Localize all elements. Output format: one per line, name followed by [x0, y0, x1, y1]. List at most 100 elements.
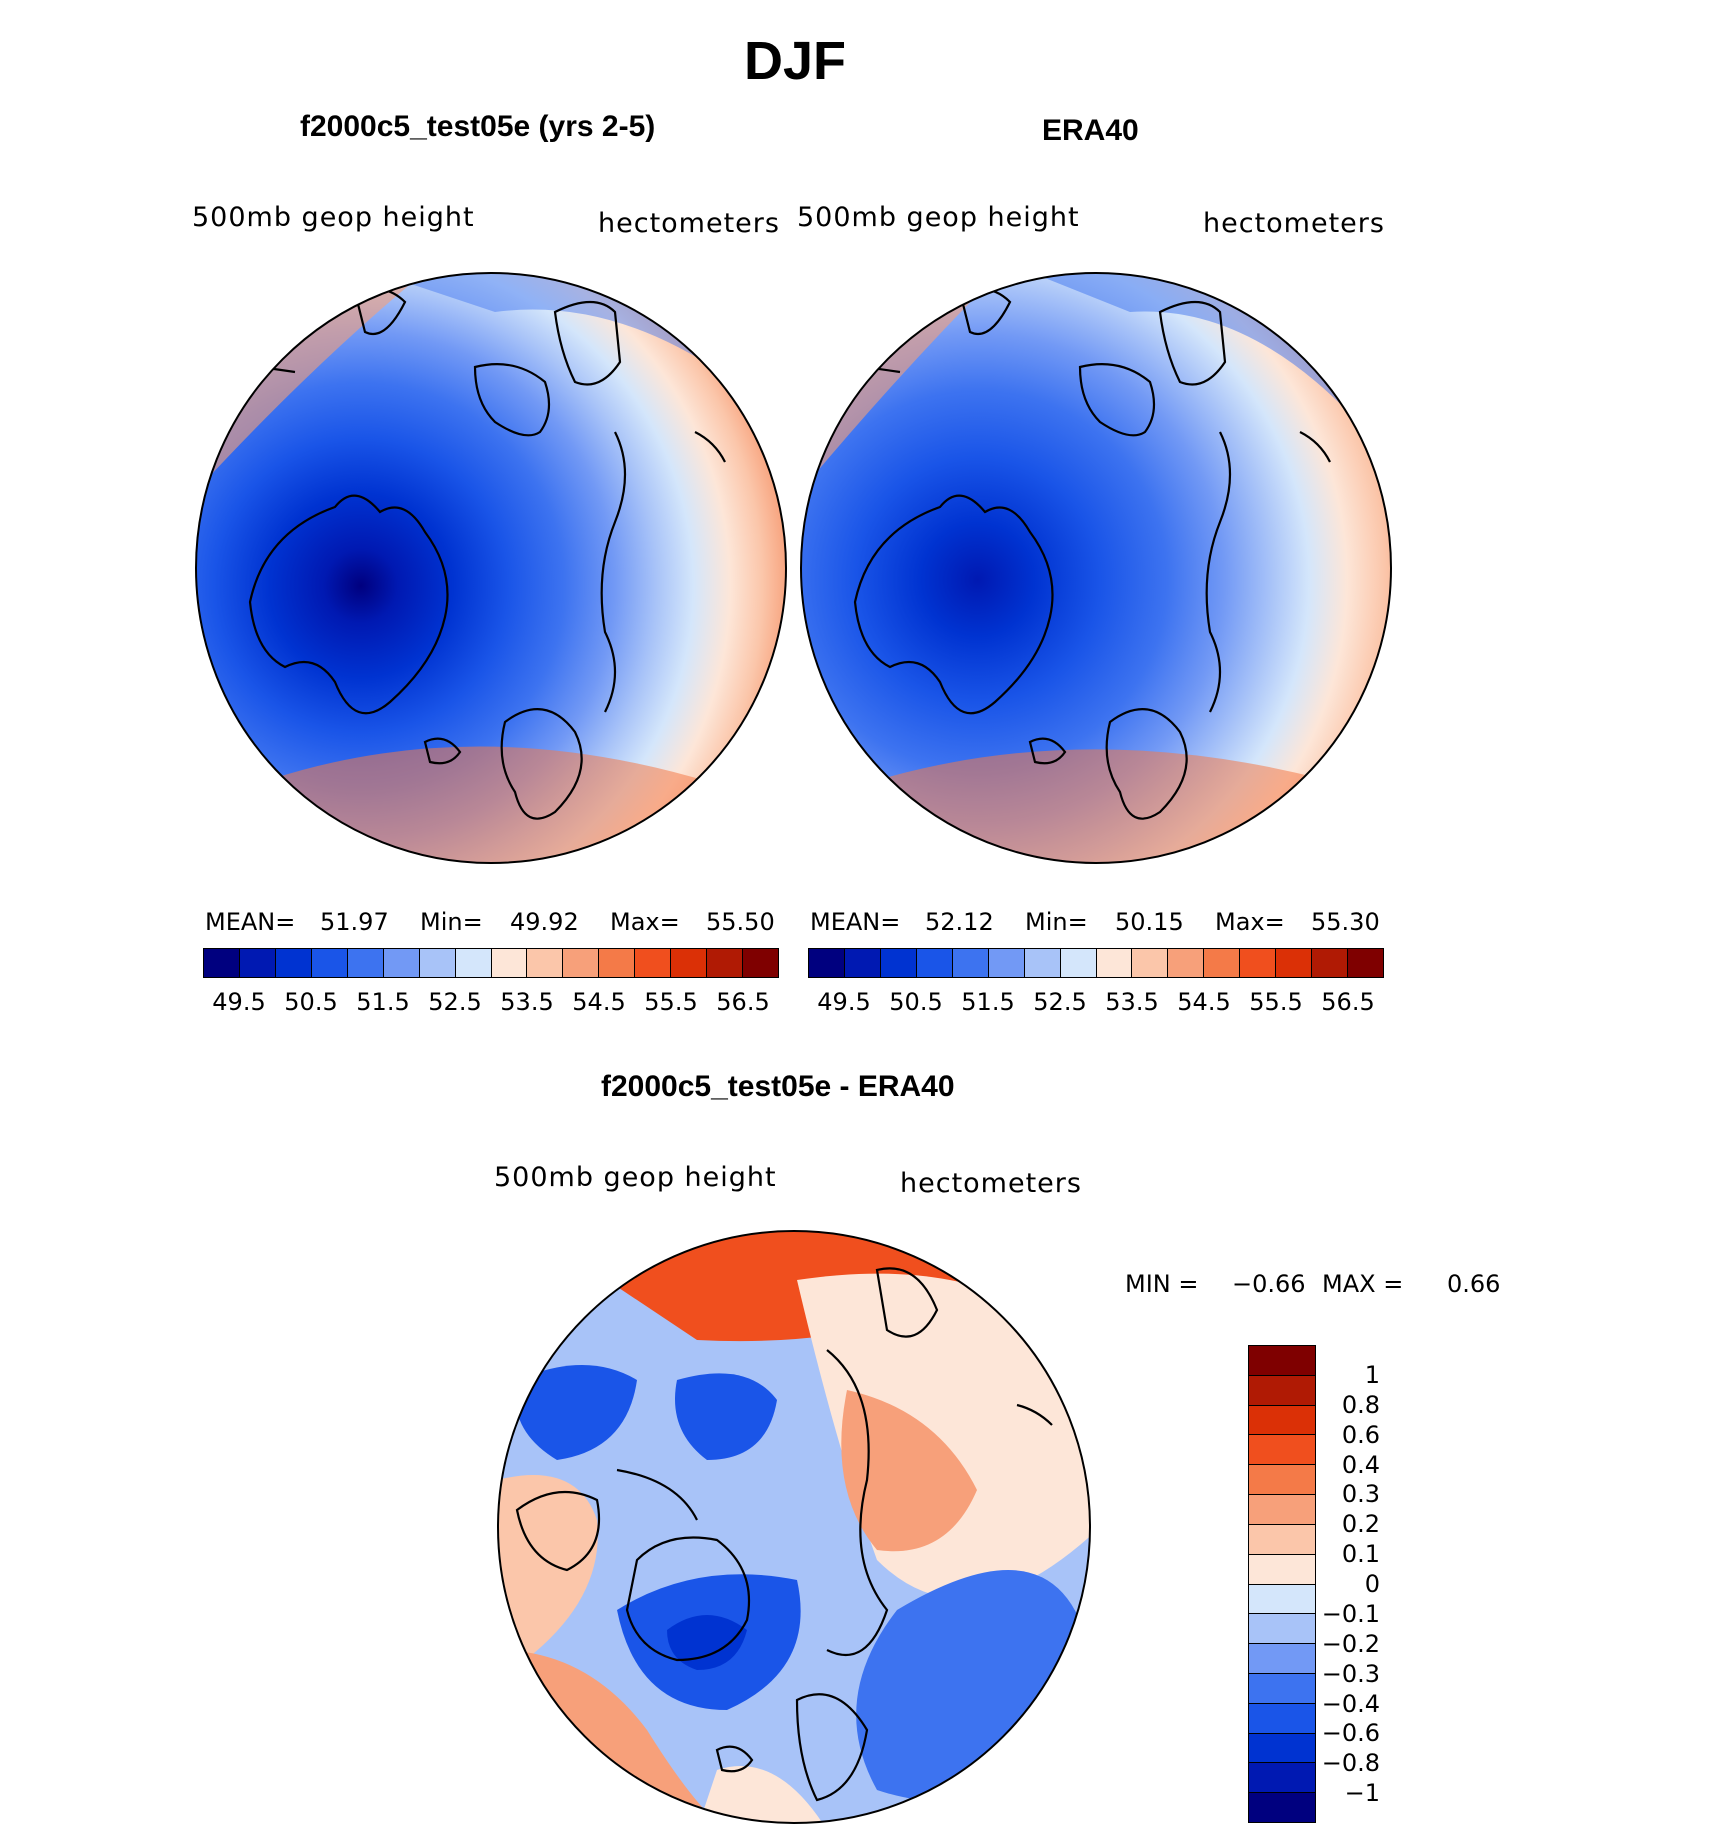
- right-polar-map: [800, 272, 1392, 864]
- colorbar-tick-label: 52.5: [1033, 988, 1087, 1016]
- colorbar-tick-label: 53.5: [1105, 988, 1159, 1016]
- colorbar-swatch: [1276, 949, 1313, 977]
- diff-max-value: 0.66: [1447, 1270, 1501, 1298]
- right-colorbar: [808, 948, 1384, 978]
- colorbar-tick-label: 0.8: [1341, 1390, 1380, 1419]
- left-stat-max: 55.50: [706, 908, 775, 936]
- right-stat-max-label: Max=: [1215, 908, 1285, 936]
- colorbar-swatch: [1249, 1375, 1315, 1406]
- colorbar-swatch: [311, 949, 348, 977]
- colorbar-swatch: [1249, 1763, 1315, 1794]
- colorbar-swatch: [563, 949, 600, 977]
- colorbar-swatch: [844, 949, 881, 977]
- colorbar-swatch: [635, 949, 672, 977]
- right-stat-mean-label: MEAN=: [810, 908, 901, 936]
- colorbar-tick-label: 55.5: [644, 988, 698, 1016]
- colorbar-swatch: [1168, 949, 1205, 977]
- colorbar-tick-label: 0.3: [1341, 1480, 1380, 1509]
- figure-title: DJF: [743, 31, 846, 91]
- colorbar-tick-label: 55.5: [1249, 988, 1303, 1016]
- colorbar-swatch: [809, 949, 845, 977]
- colorbar-swatch: [707, 949, 744, 977]
- colorbar-tick-label: 54.5: [572, 988, 626, 1016]
- colorbar-tick-label: −0.8: [1321, 1749, 1380, 1778]
- colorbar-swatch: [1249, 1495, 1315, 1525]
- left-panel-title: f2000c5_test05e (yrs 2-5): [300, 110, 656, 143]
- colorbar-swatch: [347, 949, 384, 977]
- left-colorbar: [203, 948, 779, 978]
- colorbar-swatch: [1312, 949, 1349, 977]
- colorbar-tick-label: 1: [1364, 1360, 1380, 1389]
- left-stat-mean-label: MEAN=: [205, 908, 296, 936]
- left-stat-mean: 51.97: [320, 908, 389, 936]
- right-stat-min-label: Min=: [1025, 908, 1088, 936]
- colorbar-swatch: [1249, 1673, 1315, 1704]
- diff-colorbar-ticks: 1 0.8 0.6 0.4 0.3 0.2 0.1 0 −0.1 −0.2 −0.3 −0.4 −0.6…: [1300, 1345, 1420, 1823]
- colorbar-tick-label: −0.6: [1321, 1719, 1380, 1748]
- colorbar-swatch: [1240, 949, 1277, 977]
- diff-panel-title: f2000c5_test05e - ERA40: [601, 1070, 955, 1103]
- colorbar-tick-label: 49.5: [212, 988, 266, 1016]
- colorbar-tick-label: 53.5: [500, 988, 554, 1016]
- colorbar-swatch: [204, 949, 240, 977]
- colorbar-tick-label: 0.1: [1341, 1540, 1380, 1569]
- right-stat-max: 55.30: [1311, 908, 1380, 936]
- colorbar-tick-label: −0.4: [1321, 1689, 1380, 1718]
- colorbar-swatch: [491, 949, 528, 977]
- left-stat-max-label: Max=: [610, 908, 680, 936]
- colorbar-swatch: [1249, 1346, 1315, 1376]
- colorbar-swatch: [1060, 949, 1097, 977]
- colorbar-tick-label: 54.5: [1177, 988, 1231, 1016]
- right-colorbar-ticks: 49.5 50.5 51.5 52.5 53.5 54.5 55.5 56.5: [808, 988, 1384, 1018]
- colorbar-swatch: [1096, 949, 1133, 977]
- left-units-label: hectometers: [598, 208, 780, 239]
- colorbar-swatch: [1348, 949, 1383, 977]
- colorbar-tick-label: 49.5: [817, 988, 871, 1016]
- left-stat-min-label: Min=: [420, 908, 483, 936]
- colorbar-tick-label: 0.4: [1341, 1450, 1380, 1479]
- colorbar-swatch: [1249, 1584, 1315, 1615]
- colorbar-swatch: [419, 949, 456, 977]
- colorbar-swatch: [1249, 1524, 1315, 1555]
- colorbar-tick-label: −0.3: [1321, 1659, 1380, 1688]
- right-stat-min: 50.15: [1115, 908, 1184, 936]
- colorbar-swatch: [1249, 1405, 1315, 1436]
- right-units-label: hectometers: [1203, 208, 1385, 239]
- colorbar-tick-label: 56.5: [1321, 988, 1375, 1016]
- colorbar-tick-label: −0.2: [1321, 1629, 1380, 1658]
- diff-polar-map: [497, 1230, 1091, 1824]
- colorbar-swatch: [239, 949, 276, 977]
- right-stat-mean: 52.12: [925, 908, 994, 936]
- colorbar-swatch: [1249, 1793, 1315, 1822]
- colorbar-swatch: [1249, 1465, 1315, 1496]
- colorbar-tick-label: 51.5: [356, 988, 410, 1016]
- diff-max-label: MAX =: [1322, 1270, 1404, 1298]
- colorbar-tick-label: 50.5: [284, 988, 338, 1016]
- colorbar-tick-label: 52.5: [428, 988, 482, 1016]
- colorbar-swatch: [671, 949, 708, 977]
- left-stat-min: 49.92: [510, 908, 579, 936]
- diff-units-label: hectometers: [900, 1168, 1082, 1199]
- colorbar-swatch: [952, 949, 989, 977]
- colorbar-tick-label: 0.6: [1341, 1420, 1380, 1449]
- left-colorbar-ticks: 49.5 50.5 51.5 52.5 53.5 54.5 55.5 56.5: [203, 988, 779, 1018]
- colorbar-swatch: [916, 949, 953, 977]
- colorbar-swatch: [1132, 949, 1169, 977]
- colorbar-swatch: [1249, 1733, 1315, 1764]
- colorbar-swatch: [988, 949, 1025, 977]
- right-panel-title: ERA40: [1042, 114, 1139, 147]
- colorbar-swatch: [455, 949, 492, 977]
- colorbar-swatch: [527, 949, 564, 977]
- colorbar-swatch: [383, 949, 420, 977]
- colorbar-swatch: [1249, 1435, 1315, 1466]
- colorbar-tick-label: 56.5: [716, 988, 770, 1016]
- colorbar-swatch: [275, 949, 312, 977]
- colorbar-swatch: [1024, 949, 1061, 977]
- colorbar-swatch: [599, 949, 636, 977]
- colorbar-tick-label: 50.5: [889, 988, 943, 1016]
- diff-colorbar: [1248, 1345, 1316, 1823]
- colorbar-tick-label: 51.5: [961, 988, 1015, 1016]
- colorbar-swatch: [880, 949, 917, 977]
- colorbar-swatch: [1249, 1644, 1315, 1674]
- colorbar-swatch: [1204, 949, 1241, 977]
